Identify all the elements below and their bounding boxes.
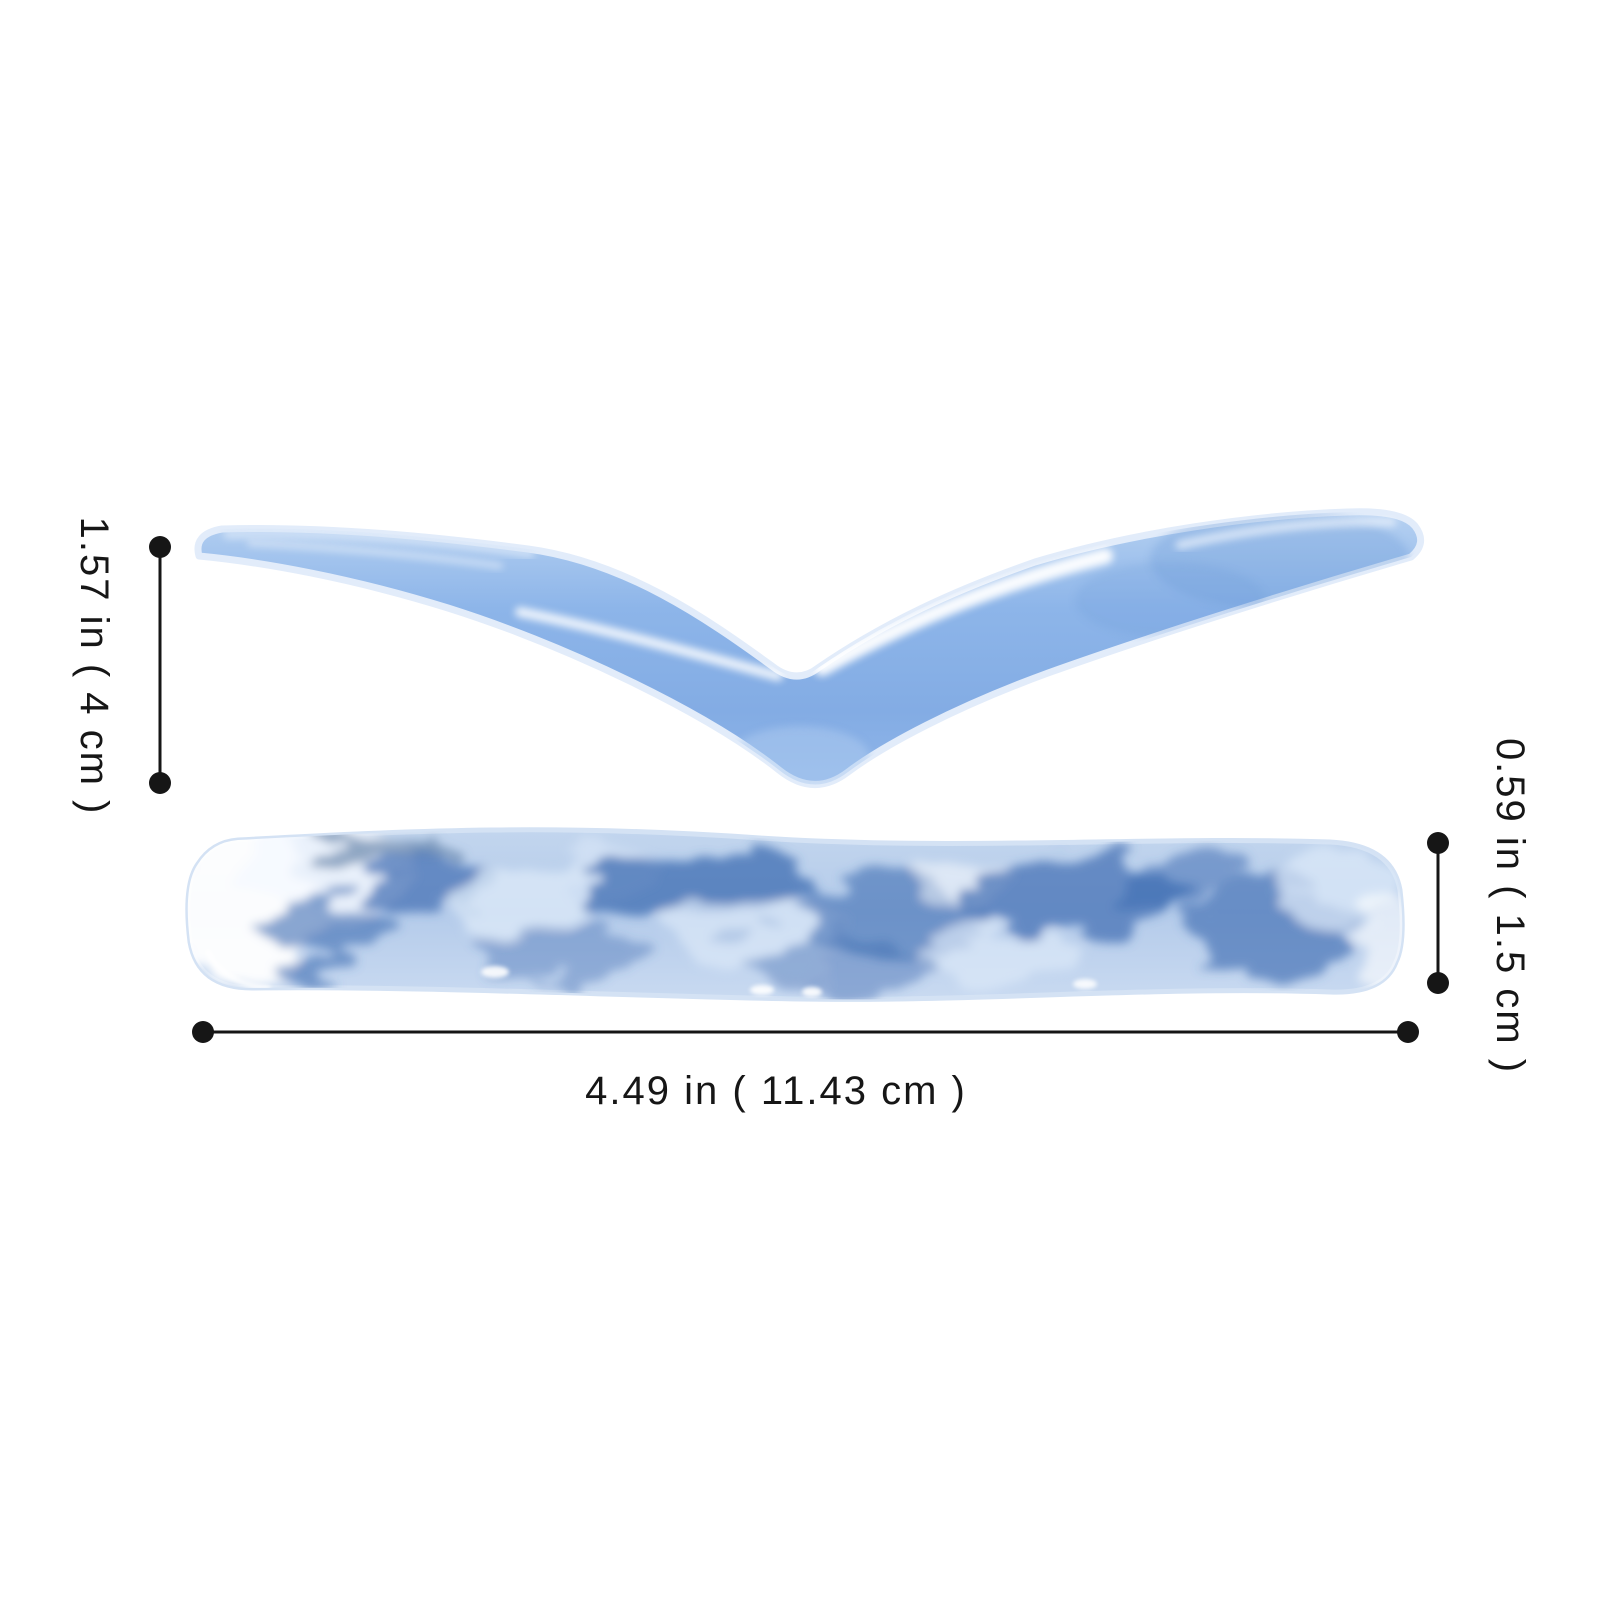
v-shape-gloss-highlight	[814, 548, 1113, 676]
v-shape-marble-patch	[1075, 562, 1265, 638]
dimension-endpoint-dot	[1427, 832, 1449, 854]
bar-gloss-dot	[802, 987, 822, 997]
dimension-line-v-height	[149, 536, 171, 794]
v-shape-rim-highlight	[223, 528, 535, 558]
dimension-label-overall-width: 4.49 in ( 11.43 cm )	[585, 1069, 967, 1113]
dimension-label-bar-height: 0.59 in ( 1.5 cm )	[1488, 737, 1532, 1075]
dimension-endpoint-dot	[149, 772, 171, 794]
dimension-endpoint-dot	[149, 536, 171, 558]
dimension-line-bar-height	[1427, 832, 1449, 994]
v-shape-gloss-highlight	[247, 540, 503, 569]
dimension-line-overall-width	[192, 1021, 1419, 1043]
bar-product-image	[185, 827, 1405, 1002]
v-shape-gloss-highlight	[515, 607, 783, 681]
bar-marble-texture	[187, 829, 1403, 997]
dimension-annotations	[149, 536, 1449, 1043]
v-shaped-product-image	[194, 508, 1425, 788]
bar-gloss-edge	[205, 949, 271, 991]
bar-gloss-dot	[750, 985, 774, 995]
bar-gloss-dot	[481, 966, 509, 978]
v-shape-rim-highlight	[1175, 517, 1397, 550]
dimension-endpoint-dot	[192, 1021, 214, 1043]
bar-gloss-dot	[1073, 979, 1097, 989]
dimension-endpoint-dot	[1427, 972, 1449, 994]
dimension-endpoint-dot	[1397, 1021, 1419, 1043]
v-shape-sheen	[730, 726, 870, 785]
dimension-label-v-height: 1.57 in ( 4 cm )	[72, 516, 116, 816]
